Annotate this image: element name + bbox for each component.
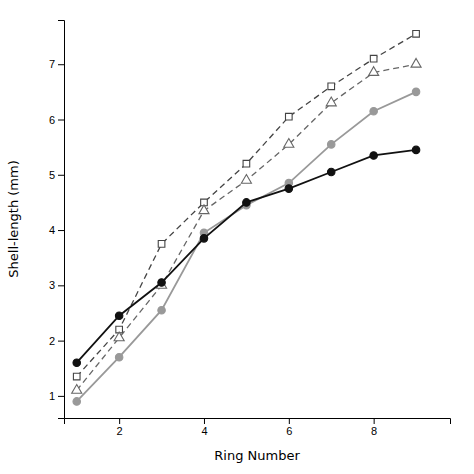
x-axis: 2 4 6 8 [65,418,451,437]
point [157,280,167,289]
y-axis-title: Shell-length (mm) [6,160,21,277]
series [73,31,419,380]
y-tick-mark [58,64,64,65]
point [411,58,421,67]
point [200,235,207,242]
series-group [72,31,421,406]
point [284,139,294,148]
y-tick-mark [58,120,64,121]
point [412,88,419,95]
y-tick-mark [58,175,64,176]
x-tick-label: 2 [117,425,123,437]
point [73,373,80,380]
x-tick-mark [289,418,290,424]
y-tick: 5 [49,169,64,181]
y-tick-mark [58,285,64,286]
x-axis-line [65,419,451,425]
y-tick-label: 7 [49,58,55,70]
point [158,279,165,286]
series [73,88,420,405]
series [72,58,421,393]
point [369,67,379,76]
point [370,152,377,159]
point [115,353,122,360]
x-tick: 8 [371,418,377,437]
point [158,306,165,313]
y-tick: 2 [49,335,64,347]
point [158,241,165,248]
point [72,385,82,394]
point [326,97,336,106]
point [285,185,292,192]
x-tick-label: 6 [286,425,292,437]
x-tick: 6 [286,418,292,437]
point [115,312,122,319]
point [73,398,80,405]
point [73,359,80,366]
point [412,146,419,153]
point [328,83,335,90]
x-tick: 4 [201,418,207,437]
x-tick-mark [119,418,120,424]
series-line [77,150,416,363]
y-tick-mark [58,396,64,397]
point [413,31,420,38]
y-tick: 6 [49,114,64,126]
y-tick-label: 2 [49,335,55,347]
x-tick-label: 8 [371,425,377,437]
series-line [77,92,416,402]
y-tick-label: 5 [49,169,55,181]
y-tick: 7 [49,58,64,70]
x-tick-mark [374,418,375,424]
y-tick-mark [58,230,64,231]
point [285,113,292,120]
series-line [77,34,416,377]
point [243,160,250,167]
point [327,141,334,148]
point [370,55,377,62]
y-tick-label: 1 [49,390,55,402]
y-tick: 4 [49,224,64,236]
y-tick-mark [58,341,64,342]
point [370,107,377,114]
x-axis-title: Ring Number [214,448,300,463]
y-tick: 3 [49,279,64,291]
y-tick-label: 6 [49,114,55,126]
point [241,174,251,183]
chart: 2 4 6 8 1 2 3 4 5 6 7 Ring Number Shell-length (mm) [0,0,474,474]
x-tick-label: 4 [201,425,207,437]
point [199,205,209,214]
plot-area: 2 4 6 8 1 2 3 4 5 6 7 Ring Number Shell-length (mm) [6,21,451,464]
y-tick-label: 4 [49,224,55,236]
point [114,332,124,341]
point [327,168,334,175]
series-line [77,64,416,390]
y-axis-line [58,21,65,419]
x-tick-mark [204,418,205,424]
series [73,146,420,366]
y-axis: 1 2 3 4 5 6 7 [49,21,65,419]
y-tick: 1 [49,390,64,402]
x-tick: 2 [117,418,123,437]
y-tick-label: 3 [49,279,55,291]
point [243,199,250,206]
